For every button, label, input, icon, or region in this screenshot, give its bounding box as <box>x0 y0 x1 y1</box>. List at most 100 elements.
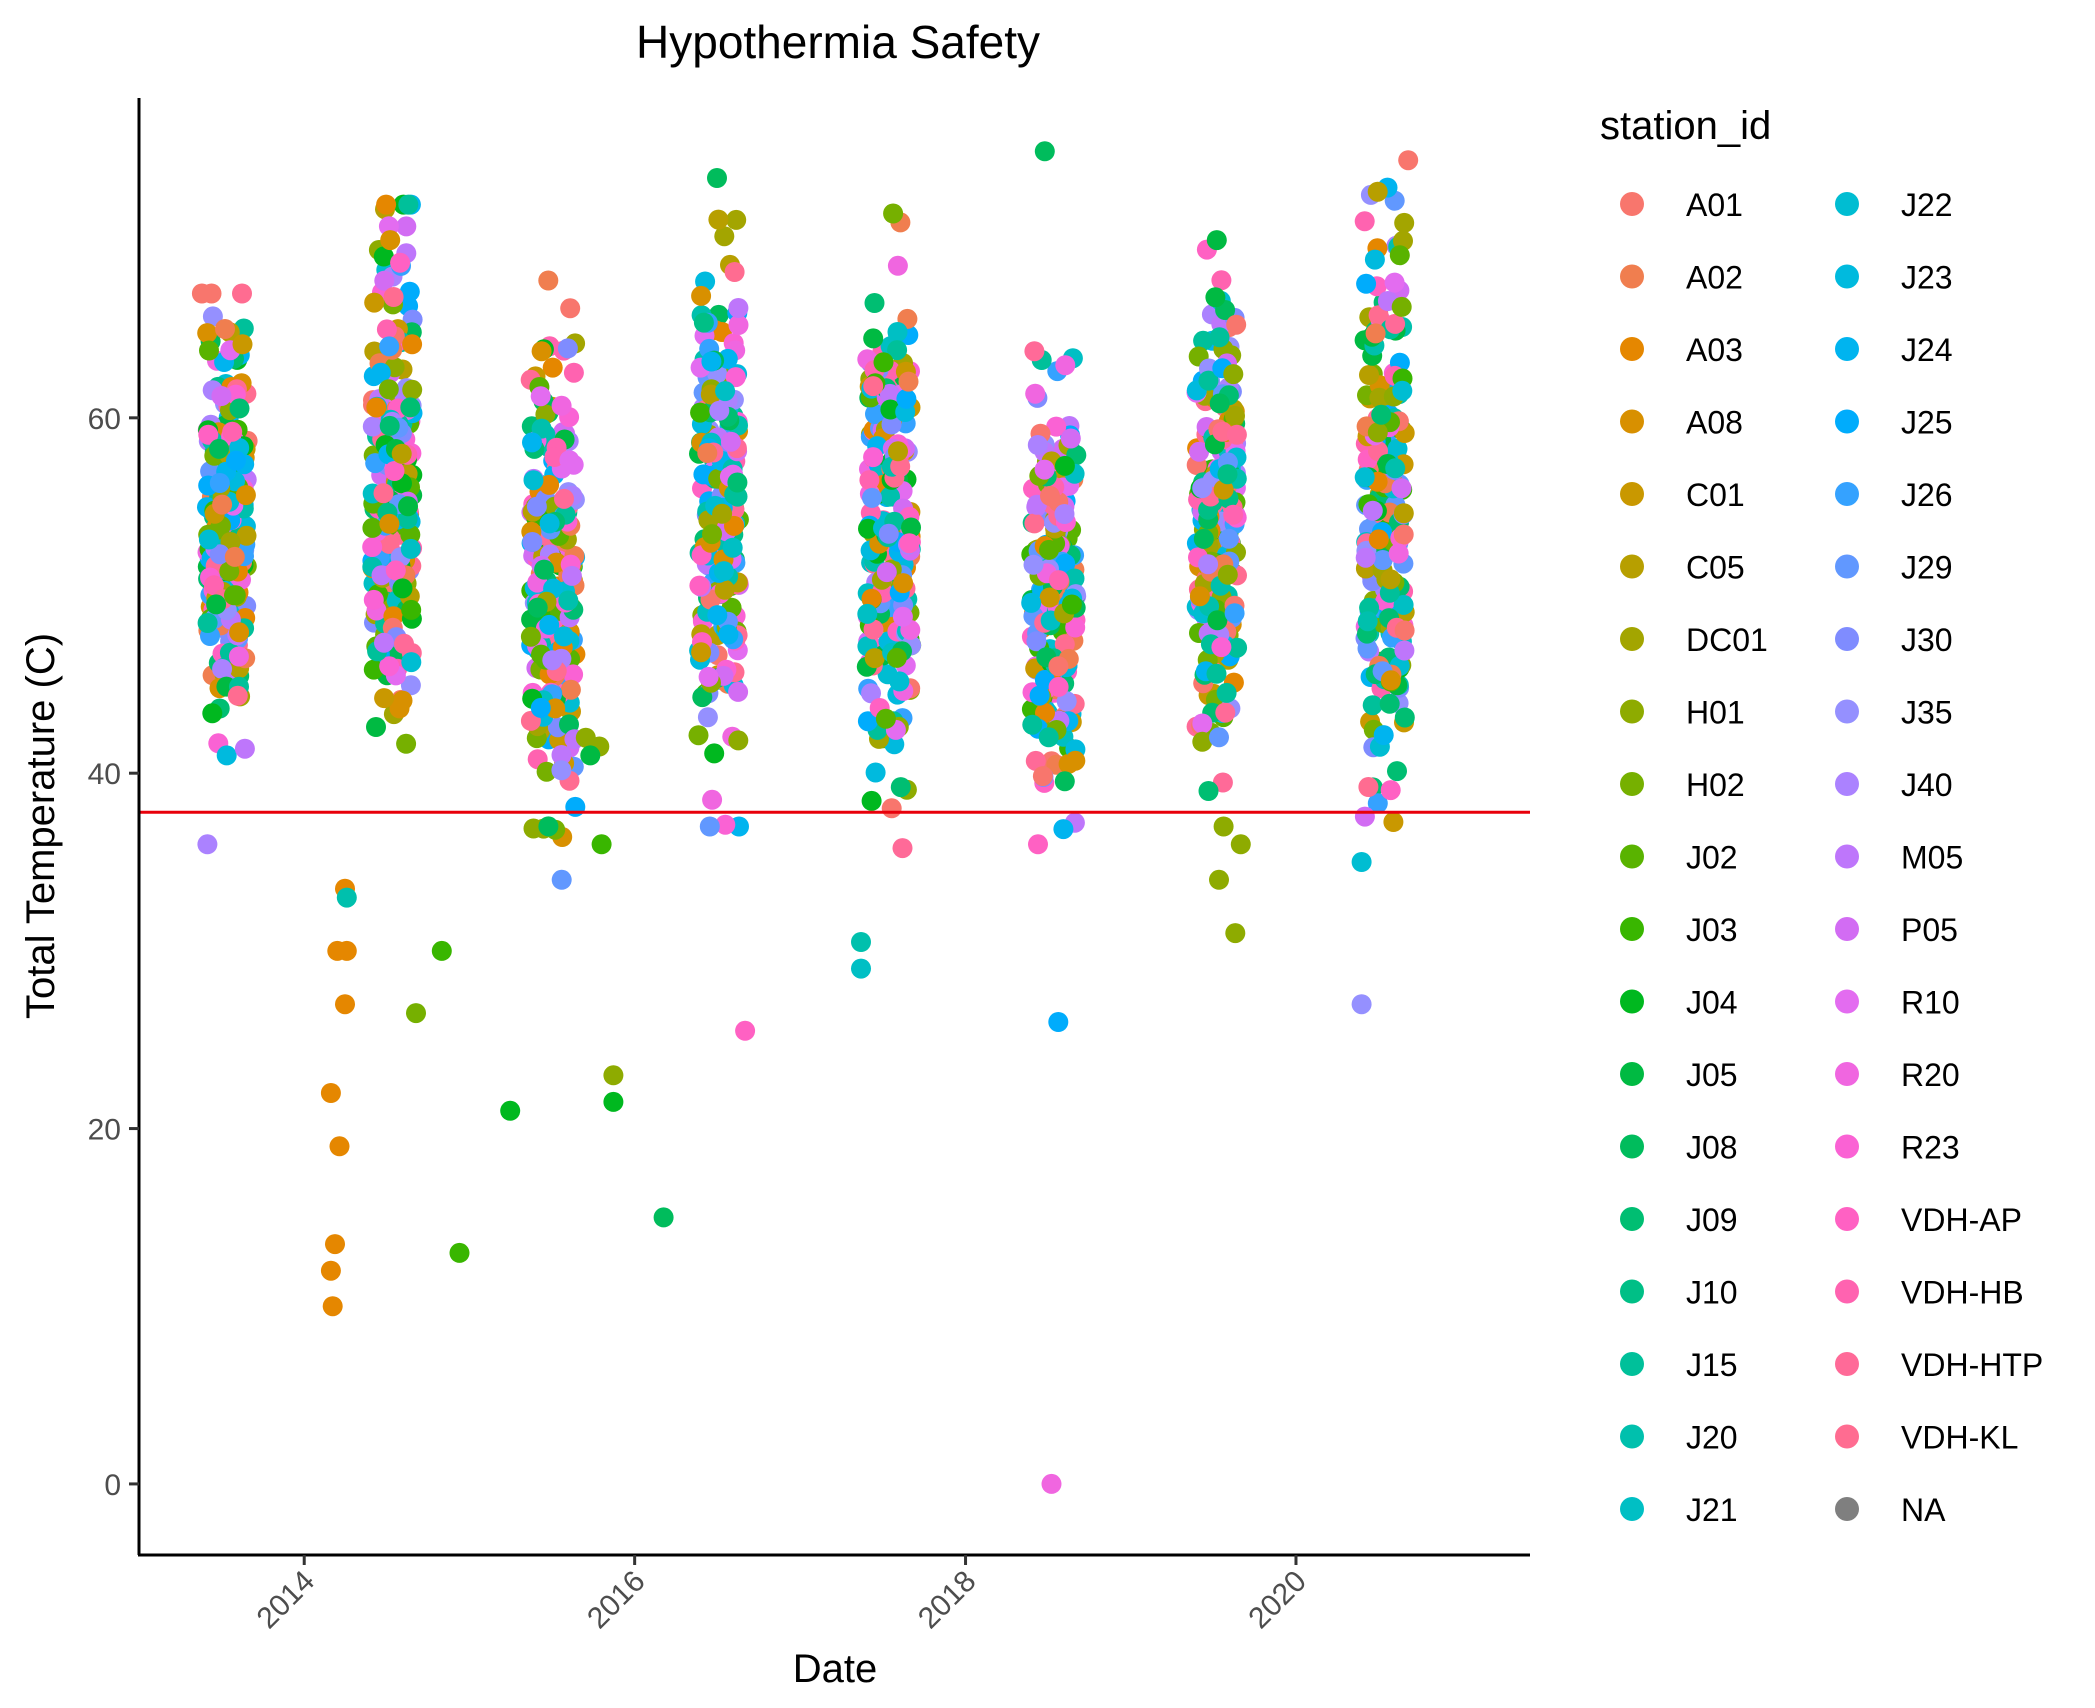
data-point <box>1034 459 1055 480</box>
legend-label: C05 <box>1686 550 1745 586</box>
data-point <box>385 560 406 581</box>
data-point <box>1041 1473 1062 1494</box>
data-points <box>191 141 1419 1494</box>
data-point <box>1055 355 1076 376</box>
data-point <box>851 958 871 979</box>
data-point <box>539 614 560 635</box>
y-axis-label: Total Temperature (C) <box>19 633 63 1019</box>
legend-item: J25 <box>1835 405 1953 441</box>
data-point <box>1039 587 1060 608</box>
legend-key <box>1835 337 1859 361</box>
data-point <box>1198 370 1219 391</box>
data-point <box>1026 631 1047 652</box>
legend-item: J30 <box>1835 622 1953 658</box>
legend-label: A02 <box>1686 260 1743 296</box>
data-point <box>1039 539 1059 560</box>
data-point <box>690 402 711 423</box>
data-point <box>373 483 394 504</box>
data-point <box>1368 305 1389 326</box>
legend-item: J21 <box>1620 1492 1738 1528</box>
data-point <box>363 589 384 610</box>
legend-label: J26 <box>1901 477 1953 513</box>
data-point <box>718 624 739 645</box>
data-point <box>380 230 401 251</box>
data-point <box>580 745 601 766</box>
data-point <box>202 703 223 724</box>
data-point <box>1364 249 1385 270</box>
data-point <box>202 306 223 327</box>
data-point <box>1060 428 1081 449</box>
data-point <box>390 252 411 273</box>
data-point <box>864 648 885 669</box>
legend-label: J40 <box>1901 767 1953 803</box>
data-point <box>1380 569 1401 590</box>
data-point <box>1362 695 1383 716</box>
data-point <box>551 869 572 890</box>
legend-label: J30 <box>1901 622 1953 658</box>
data-point <box>1389 245 1410 266</box>
data-point <box>879 383 900 404</box>
legend-item: J04 <box>1620 985 1738 1021</box>
x-tick-label: 2016 <box>581 1565 652 1636</box>
data-point <box>229 622 250 643</box>
data-point <box>563 362 584 383</box>
data-point <box>398 194 419 215</box>
legend-item: J35 <box>1835 695 1953 731</box>
legend-key <box>1835 554 1859 579</box>
data-point <box>383 287 404 307</box>
data-point <box>1065 750 1086 771</box>
data-point <box>374 688 395 709</box>
legend-item: J29 <box>1835 550 1953 586</box>
data-point <box>400 524 421 545</box>
legend-key <box>1620 1279 1644 1304</box>
legend-key <box>1620 699 1644 724</box>
data-point <box>1212 772 1233 793</box>
data-point <box>1223 504 1244 525</box>
legend-label: M05 <box>1901 840 1963 876</box>
data-point <box>697 707 718 728</box>
data-point <box>336 887 357 908</box>
data-point <box>551 760 572 781</box>
legend-item: J02 <box>1620 840 1738 876</box>
data-point <box>1038 727 1059 748</box>
data-point <box>1193 330 1214 351</box>
data-point <box>701 351 722 372</box>
data-point <box>1064 568 1085 589</box>
data-point <box>1029 685 1050 706</box>
data-point <box>1209 327 1230 348</box>
data-point <box>226 450 246 471</box>
legend-label: P05 <box>1901 912 1958 948</box>
data-point <box>1380 780 1401 801</box>
data-point <box>1211 637 1232 658</box>
data-point <box>708 209 729 230</box>
data-point <box>862 487 882 508</box>
legend-item: J08 <box>1620 1130 1738 1166</box>
data-point <box>370 362 391 383</box>
data-point <box>1351 994 1372 1015</box>
data-point <box>1388 543 1409 564</box>
legend-key <box>1835 917 1859 941</box>
data-point <box>379 336 400 357</box>
data-point <box>197 834 218 855</box>
data-point <box>1385 458 1406 479</box>
data-point <box>197 323 218 344</box>
legend-item: M05 <box>1835 840 1963 876</box>
legend-item: VDH-AP <box>1835 1202 2022 1238</box>
data-point <box>379 533 400 554</box>
legend-key <box>1620 917 1644 941</box>
legend-key <box>1620 772 1644 796</box>
data-point <box>329 1136 350 1157</box>
data-point <box>1392 380 1413 401</box>
data-point <box>545 698 566 719</box>
data-point <box>396 216 417 237</box>
data-point <box>554 488 574 509</box>
legend-item: J15 <box>1620 1347 1738 1383</box>
data-point <box>560 679 581 700</box>
data-point <box>542 357 563 378</box>
data-point <box>1198 554 1219 575</box>
data-point <box>224 585 244 606</box>
data-point <box>892 838 913 859</box>
data-point <box>873 352 894 373</box>
data-point <box>1053 819 1074 840</box>
legend-item: J26 <box>1835 477 1953 513</box>
